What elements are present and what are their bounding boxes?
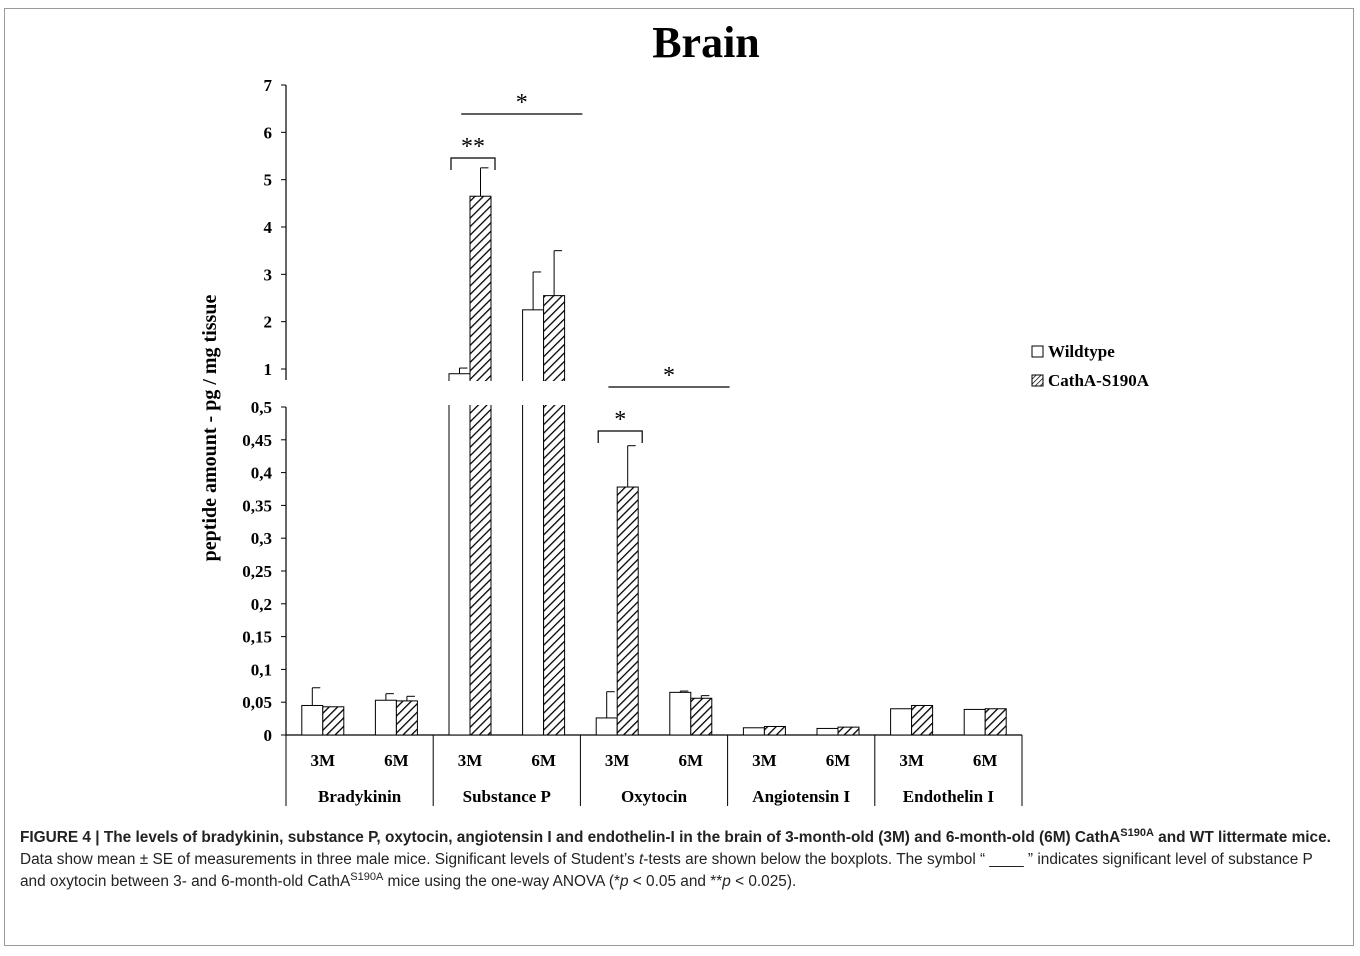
time-label: 6M <box>531 751 556 770</box>
legend-swatch-wildtype <box>1031 345 1044 358</box>
y-tick-label: 2 <box>264 313 273 332</box>
bar-wildtype <box>301 704 324 736</box>
time-label: 3M <box>605 751 630 770</box>
significance-stars: * <box>614 407 626 433</box>
significance-bracket <box>450 157 496 170</box>
time-label: 3M <box>752 751 777 770</box>
caption-sup2: S190A <box>350 870 384 883</box>
y-tick-label: 4 <box>264 218 273 237</box>
bar-wildtype <box>522 309 545 736</box>
bar-catha <box>837 726 860 736</box>
caption-figure-label: FIGURE 4 | <box>20 829 104 846</box>
bar-wildtype <box>595 717 618 736</box>
caption-italic-p1: p <box>619 873 629 890</box>
caption-text3: mice using the one-way ANOVA (* <box>383 873 620 890</box>
bar-chart: Brain peptide amount - pg / mg tissue 00… <box>199 18 1150 806</box>
y-tick-label: 0,1 <box>251 660 272 679</box>
y-tick-label: 0,3 <box>251 529 272 548</box>
y-tick-label: 0,35 <box>242 496 272 515</box>
time-label: 6M <box>384 751 409 770</box>
bar-wildtype <box>816 727 839 736</box>
plot-area: 0 0,05 0,1 0,15 0,2 0,25 0,3 0,35 0,4 0,45 0,5 1 2 3 4… <box>242 76 1023 806</box>
y-tick-label: 5 <box>264 171 273 190</box>
bar-wildtype <box>963 708 986 736</box>
bar-wildtype <box>448 373 471 736</box>
bar-catha <box>395 700 418 736</box>
bar-wildtype <box>374 699 397 736</box>
legend: Wildtype CathA-S190A <box>1031 342 1150 390</box>
y-tick-label: 0 <box>264 726 273 745</box>
y-tick-label: 7 <box>264 76 273 95</box>
time-label: 6M <box>679 751 704 770</box>
figure-frame <box>4 8 1354 946</box>
caption-text5: < 0.025). <box>730 873 797 890</box>
bar-catha <box>543 295 566 736</box>
axis-break-gap <box>285 381 1023 405</box>
y-tick-label: 0,15 <box>242 628 272 647</box>
bar-catha <box>322 706 345 736</box>
group-label: Oxytocin <box>621 787 688 806</box>
group-label: Substance P <box>463 787 551 806</box>
time-label: 6M <box>826 751 851 770</box>
bar-catha <box>911 704 934 736</box>
significance-stars: * <box>663 363 675 389</box>
y-tick-label: 0,4 <box>251 464 273 483</box>
time-label: 3M <box>899 751 924 770</box>
y-tick-label: 0,5 <box>251 398 272 417</box>
group-label: Angiotensin I <box>752 787 850 806</box>
time-label: 3M <box>458 751 483 770</box>
y-tick-label: 0,2 <box>251 595 272 614</box>
significance-stars: ** <box>461 134 485 160</box>
caption-italic-p2: p <box>722 873 731 890</box>
caption-text2: -tests are shown below the boxplots. The… <box>20 851 1313 890</box>
bar-wildtype <box>669 691 692 736</box>
y-tick-label: 3 <box>264 265 273 284</box>
y-tick-label: 0,25 <box>242 562 272 581</box>
bar-catha <box>469 195 492 736</box>
chart-title: Brain <box>652 18 760 67</box>
caption-sup1: S190A <box>1120 826 1154 839</box>
bar-catha <box>763 725 786 736</box>
bar-catha <box>616 486 639 736</box>
caption-bold-part2: and WT littermate mice. <box>1153 829 1331 846</box>
group-label: Endothelin I <box>903 787 995 806</box>
significance-bracket <box>597 430 643 443</box>
y-tick-label: 0,05 <box>242 693 272 712</box>
time-label: 3M <box>311 751 336 770</box>
caption-italic-t: t <box>638 851 644 868</box>
figure-caption: FIGURE 4 | The levels of bradykinin, sub… <box>20 827 1340 893</box>
bar-wildtype <box>742 727 765 736</box>
bar-wildtype <box>890 708 913 736</box>
caption-text1: Data show mean ± SE of measurements in t… <box>20 851 639 868</box>
y-tick-label: 6 <box>264 123 273 142</box>
y-axis-label: peptide amount - pg / mg tissue <box>199 295 221 562</box>
y-tick-label: 1 <box>264 360 273 379</box>
time-label: 6M <box>973 751 998 770</box>
y-tick-label: 0,45 <box>242 431 272 450</box>
caption-bold-part1: The levels of bradykinin, substance P, o… <box>103 829 1121 846</box>
bar-catha <box>984 708 1007 736</box>
legend-swatch-catha <box>1031 374 1044 387</box>
legend-label-catha: CathA-S190A <box>1048 371 1150 390</box>
caption-text4: < 0.05 and ** <box>628 873 723 890</box>
group-label: Bradykinin <box>318 787 402 806</box>
bar-catha <box>690 697 713 736</box>
legend-label-wildtype: Wildtype <box>1048 342 1115 361</box>
significance-stars: * <box>516 90 528 116</box>
